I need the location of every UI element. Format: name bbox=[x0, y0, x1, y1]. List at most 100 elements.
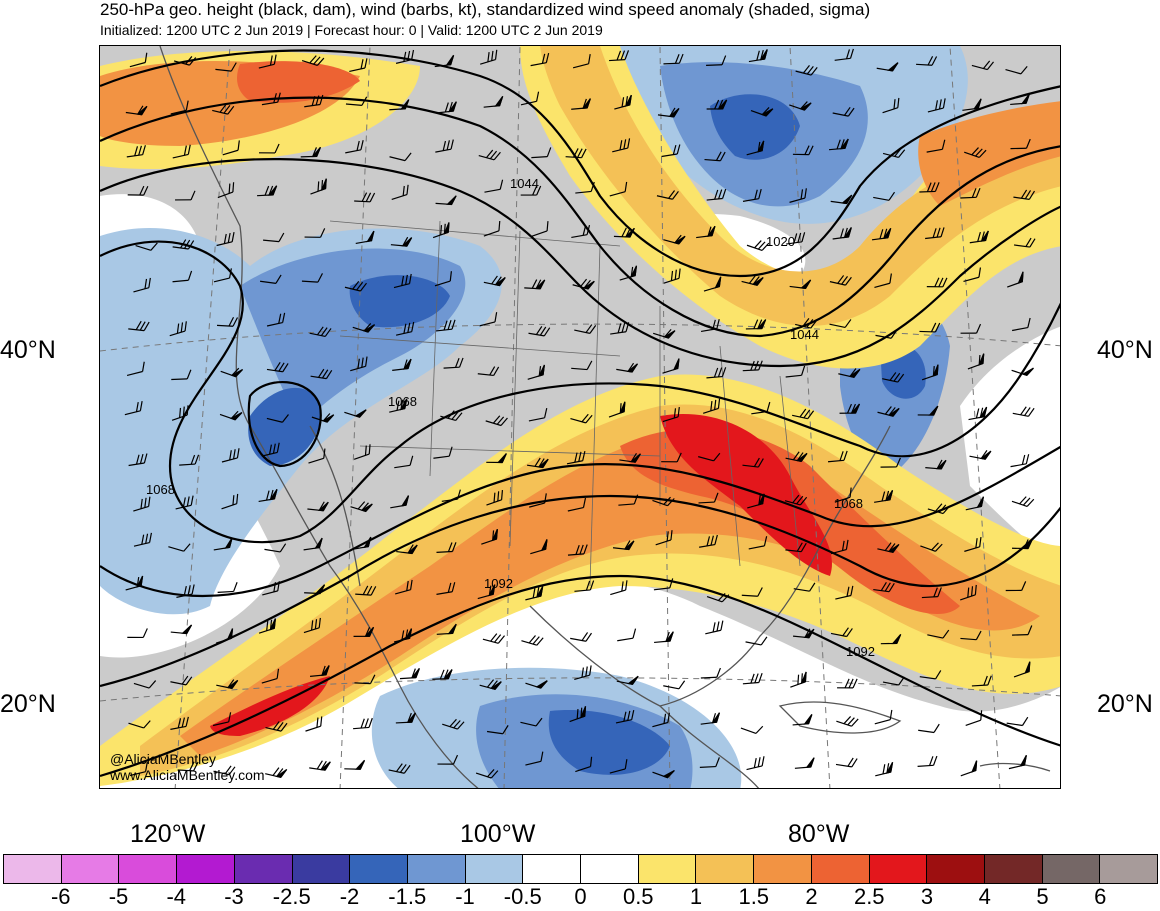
contour-label: 1020 bbox=[766, 234, 795, 249]
wind-barb bbox=[830, 627, 853, 638]
wind-barb bbox=[570, 413, 593, 424]
wind-barb bbox=[830, 539, 849, 555]
wind-barb bbox=[1010, 454, 1030, 468]
wind-barb bbox=[344, 280, 367, 292]
wind-barb bbox=[124, 401, 143, 416]
colorbar-label: 1.5 bbox=[738, 884, 770, 909]
wind-barb bbox=[483, 275, 506, 287]
wind-barb bbox=[882, 148, 906, 159]
wind-barb bbox=[834, 48, 854, 61]
wind-barb bbox=[126, 361, 145, 377]
blue-region-gulf-dark bbox=[548, 710, 670, 775]
colorbar-swatch bbox=[4, 855, 62, 883]
wind-barb bbox=[616, 675, 639, 685]
wind-barb bbox=[135, 242, 158, 251]
wind-barb bbox=[389, 398, 408, 413]
wind-barb bbox=[215, 62, 237, 72]
colorbar-swatch bbox=[407, 855, 466, 883]
wind-barb bbox=[971, 675, 992, 687]
wind-barb bbox=[880, 457, 901, 468]
wind-barb bbox=[221, 493, 239, 510]
wind-barb bbox=[266, 361, 289, 373]
wind-barb bbox=[698, 452, 721, 462]
wind-barb bbox=[706, 99, 728, 110]
wind-barb bbox=[524, 279, 546, 290]
colorbar-label: -3 bbox=[224, 884, 244, 909]
wind-barb bbox=[609, 759, 628, 774]
state-borders bbox=[329, 220, 801, 587]
white-region-atlantic bbox=[960, 326, 1060, 565]
wind-barb bbox=[875, 329, 898, 339]
wind-barb bbox=[173, 56, 197, 66]
wind-barb bbox=[442, 718, 465, 730]
wind-barb bbox=[172, 144, 191, 159]
wind-barb bbox=[222, 140, 240, 156]
wind-barb bbox=[531, 147, 552, 159]
colorbar-swatch bbox=[696, 855, 755, 883]
wind-barb bbox=[965, 710, 983, 726]
wind-barb bbox=[615, 709, 635, 724]
wind-barb bbox=[525, 680, 548, 689]
wind-barb bbox=[572, 278, 595, 290]
colorbar-swatch bbox=[234, 855, 293, 883]
wind-barb bbox=[614, 94, 632, 110]
wind-barb bbox=[395, 49, 415, 64]
wind-barb bbox=[395, 321, 415, 336]
wind-barb bbox=[213, 537, 233, 551]
lat-label-20n-right: 20°N bbox=[1097, 690, 1153, 718]
wind-barb bbox=[484, 179, 504, 193]
wind-barb bbox=[971, 60, 994, 71]
colorbar-label: 5 bbox=[1036, 884, 1049, 909]
wind-barb bbox=[832, 106, 855, 117]
wind-barb bbox=[481, 528, 498, 545]
wind-barb bbox=[610, 322, 630, 335]
wind-barb bbox=[703, 276, 722, 292]
wind-barb bbox=[128, 320, 150, 332]
wind-barb bbox=[520, 91, 540, 106]
wind-barb bbox=[521, 635, 544, 646]
wind-barb bbox=[307, 501, 329, 512]
wind-barb bbox=[919, 182, 940, 193]
wind-barb bbox=[528, 326, 551, 337]
wind-barb bbox=[836, 716, 859, 727]
wind-barb bbox=[390, 495, 410, 509]
wind-barb bbox=[653, 578, 674, 591]
height-contours bbox=[100, 49, 1060, 778]
wind-barb bbox=[133, 680, 157, 689]
wind-barb bbox=[1011, 496, 1035, 508]
wind-barb bbox=[835, 585, 854, 600]
wind-barb bbox=[478, 149, 501, 161]
wind-barb bbox=[698, 492, 719, 504]
wind-barb bbox=[706, 367, 727, 379]
wind-barb bbox=[969, 450, 992, 460]
lat-label-20n-left: 20°N bbox=[0, 690, 56, 718]
wind-barb bbox=[262, 581, 280, 596]
wind-barb bbox=[520, 185, 542, 196]
wind-barb bbox=[663, 234, 686, 245]
wind-barb bbox=[751, 401, 771, 415]
wind-barb bbox=[617, 628, 637, 642]
wind-barb bbox=[389, 99, 410, 111]
wind-barb bbox=[477, 366, 500, 377]
map-subtitle: Initialized: 1200 UTC 2 Jun 2019 | Forec… bbox=[100, 22, 603, 38]
colorbar-swatch bbox=[465, 855, 524, 883]
wind-barb bbox=[1012, 317, 1031, 332]
jet-region-pacific-red bbox=[210, 676, 330, 736]
wind-barb bbox=[793, 628, 815, 639]
colorbar-label: -5 bbox=[108, 884, 129, 909]
wind-barb bbox=[746, 756, 765, 771]
blue-region-west-dark bbox=[349, 275, 450, 328]
wind-barb bbox=[968, 406, 988, 421]
wind-barb bbox=[834, 487, 852, 503]
colorbar-label: 2 bbox=[805, 884, 818, 909]
contour-label: 1044 bbox=[790, 327, 819, 342]
wind-barb bbox=[740, 725, 764, 734]
colorbar-label: 3 bbox=[920, 884, 934, 909]
wind-barb bbox=[969, 230, 989, 244]
wind-barb bbox=[574, 324, 597, 334]
wind-barb bbox=[741, 275, 764, 286]
wind-barb bbox=[612, 138, 631, 153]
wind-barb bbox=[618, 494, 639, 506]
wind-barb bbox=[127, 628, 148, 639]
wind-barb bbox=[575, 756, 593, 773]
